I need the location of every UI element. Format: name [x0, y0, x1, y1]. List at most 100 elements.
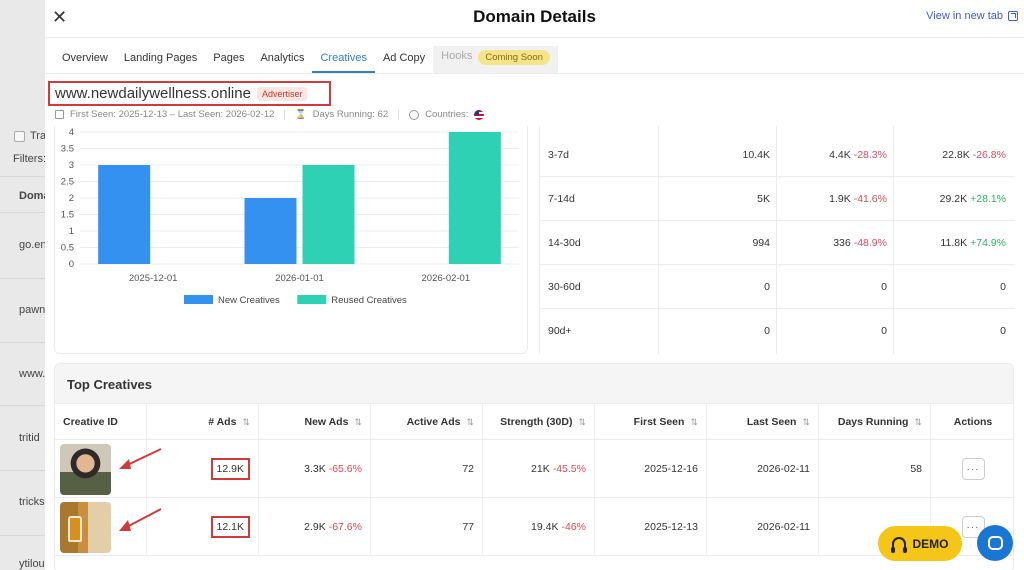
creatives-bar-chart: 0 0.5 1 1.5 2 2.5 3 3.5 4 2025-12-01 2026-01-01 202… [61, 127, 519, 306]
tab-hooks-label: Hooks [441, 50, 473, 62]
sort-icon[interactable]: ⇅ [354, 416, 362, 427]
tab-pages[interactable]: Pages [213, 52, 245, 64]
active-ads-cell: 77 [371, 498, 483, 556]
background-text: Tra [30, 130, 47, 142]
retention-row: 14-30d 994 336 -48.9% 11.8K +74.9% [540, 221, 1015, 265]
tab-ad-copy[interactable]: Ad Copy [382, 52, 426, 64]
modal-header: ✕ Domain Details View in new tab [45, 0, 1024, 38]
tab-landing-pages[interactable]: Landing Pages [123, 52, 198, 64]
creative-thumbnail-cell[interactable] [55, 440, 147, 498]
retention-c3: 22.8K -26.8% [942, 149, 1006, 161]
view-in-new-tab-link[interactable]: View in new tab [926, 10, 1018, 22]
retention-c1: 5K [757, 193, 770, 205]
sort-icon[interactable]: ⇅ [802, 416, 810, 427]
x-tick-label: 2026-02-01 [422, 273, 471, 284]
background-row: ytilou [19, 558, 45, 570]
col-first-seen[interactable]: First Seen ⇅ [595, 404, 707, 440]
tab-overview[interactable]: Overview [62, 52, 108, 64]
strength-cell: 21K -45.5% [483, 440, 595, 498]
creative-thumbnail-cell[interactable] [55, 498, 147, 556]
creative-thumbnail[interactable] [60, 443, 111, 495]
actions-cell: ··· [931, 440, 1013, 498]
top-creatives-title: Top Creatives [67, 377, 153, 392]
retention-row: 30-60d 0 0 0 [540, 265, 1015, 309]
legend-swatch [184, 295, 213, 304]
retention-c1: 994 [752, 237, 770, 249]
legend-label: New Creatives [218, 295, 280, 306]
retention-c1: 0 [764, 325, 770, 337]
col-new-ads[interactable]: New Ads ⇅ [259, 404, 371, 440]
calendar-icon [55, 110, 64, 119]
demo-label: DEMO [912, 536, 949, 551]
background-row: pawn [19, 304, 46, 316]
y-tick-label: 2.5 [61, 177, 74, 188]
coming-soon-badge: Coming Soon [478, 50, 550, 65]
retention-c1: 0 [764, 281, 770, 293]
background-row: tritid [19, 432, 40, 444]
table-row[interactable]: 12.9K 3.3K -65.6% 72 21K -45.5% 2025-12-16… [55, 440, 1013, 498]
y-tick-label: 4 [69, 127, 74, 138]
close-icon[interactable]: ✕ [52, 7, 68, 27]
retention-c3: 29.2K +28.1% [939, 193, 1006, 205]
bar-new-creatives [98, 165, 151, 264]
external-link-icon [1008, 11, 1018, 21]
col-strength[interactable]: Strength (30D) ⇅ [483, 404, 595, 440]
view-in-new-tab-label: View in new tab [926, 10, 1003, 22]
background-row: www. [19, 368, 46, 380]
strength-cell: 19.4K -46% [483, 498, 595, 556]
annotation-arrow [119, 508, 162, 531]
advertiser-badge: Advertiser [256, 86, 308, 101]
col-days-running[interactable]: Days Running ⇅ [819, 404, 931, 440]
col-creative-id[interactable]: Creative ID [55, 404, 147, 440]
tab-hooks: Hooks Coming Soon [433, 46, 558, 73]
new-ads-cell: 3.3K -65.6% [259, 440, 371, 498]
chat-button[interactable] [977, 525, 1013, 561]
retention-row: 90d+ 0 0 0 [540, 309, 1015, 353]
table-header: Creative ID # Ads ⇅ New Ads ⇅ Active Ads ⇅ … [55, 404, 1013, 440]
days-running: Days Running: 62 [312, 109, 389, 120]
tab-analytics[interactable]: Analytics [260, 52, 305, 64]
first-seen-cell: 2025-12-16 [595, 440, 707, 498]
globe-icon [409, 109, 420, 120]
tab-creatives[interactable]: Creatives [312, 46, 375, 73]
domain-details-modal: ✕ Domain Details View in new tab Overvie… [45, 0, 1024, 570]
ads-cell: 12.9K [147, 440, 259, 498]
sort-icon[interactable]: ⇅ [690, 416, 698, 427]
top-creatives-header: Top Creatives [55, 364, 1013, 404]
headset-icon [890, 537, 907, 553]
demo-button[interactable]: DEMO [878, 526, 962, 561]
first-seen-cell: 2025-12-13 [595, 498, 707, 556]
sort-icon[interactable]: ⇅ [466, 416, 474, 427]
more-actions-button[interactable]: ··· [961, 458, 985, 480]
x-tick-label: 2025-12-01 [129, 273, 178, 284]
retention-row: 3-7d 10.4K 4.4K -28.3% 22.8K -26.8% [540, 133, 1015, 177]
col-last-seen[interactable]: Last Seen ⇅ [707, 404, 819, 440]
tab-bar: Overview Landing Pages Pages Analytics C… [54, 46, 558, 73]
y-tick-label: 1.5 [61, 210, 74, 221]
retention-row: 7-14d 5K 1.9K -41.6% 29.2K +28.1% [540, 177, 1015, 221]
retention-c1: 10.4K [742, 149, 770, 161]
sort-icon[interactable]: ⇅ [578, 416, 586, 427]
new-ads-cell: 2.9K -67.6% [259, 498, 371, 556]
domain-name: www.newdailywellness.online [55, 85, 251, 102]
retention-c2: 4.4K -28.3% [829, 149, 887, 161]
annotation-arrow [119, 448, 162, 469]
last-seen-cell: 2026-02-11 [707, 498, 819, 556]
col-active-ads[interactable]: Active Ads ⇅ [371, 404, 483, 440]
retention-c2: 336 -48.9% [833, 237, 887, 249]
sort-icon[interactable]: ⇅ [242, 416, 250, 427]
bar-reused-creatives [302, 165, 355, 264]
retention-label: 3-7d [548, 149, 570, 161]
table-row[interactable]: 12.1K 2.9K -67.6% 77 19.4K -46% 2025-12-13… [55, 498, 1013, 556]
y-tick-label: 3 [69, 160, 74, 171]
sort-icon[interactable]: ⇅ [914, 416, 922, 427]
domain-name-box: www.newdailywellness.online Advertiser [48, 81, 331, 106]
creative-thumbnail[interactable] [60, 501, 111, 553]
col-ads[interactable]: # Ads ⇅ [147, 404, 259, 440]
legend-label: Reused Creatives [331, 295, 407, 306]
retention-label: 30-60d [548, 281, 581, 293]
background-row: go.en [19, 239, 47, 251]
y-tick-label: 0 [69, 259, 74, 270]
background-checkbox [14, 131, 25, 142]
first-last-seen: First Seen: 2025-12-13 – Last Seen: 2026… [70, 109, 275, 120]
